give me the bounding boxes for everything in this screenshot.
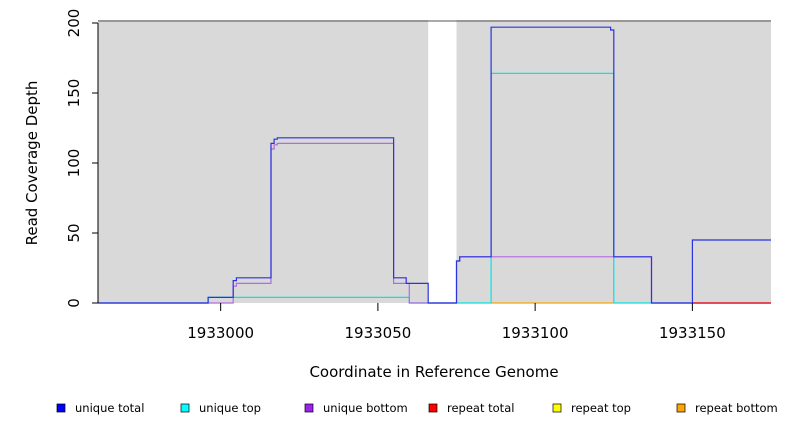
legend-swatch (304, 403, 314, 413)
x-axis-title: Coordinate in Reference Genome (309, 363, 558, 381)
y-tick-label: 150 (65, 79, 83, 108)
x-tick-label: 1933050 (344, 324, 411, 342)
y-ticks: 0 50 100 150 200 (65, 9, 98, 308)
legend-label: unique total (75, 401, 144, 415)
series-lines (98, 26, 771, 304)
x-tick-label: 1933150 (659, 324, 726, 342)
legend-label: repeat total (447, 401, 514, 415)
legend-label: repeat bottom (695, 401, 778, 415)
x-tick-label: 1933000 (187, 324, 254, 342)
legend: unique total unique top unique bottom repea… (56, 401, 778, 415)
x-tick-label: 1933100 (502, 324, 569, 342)
legend-label: repeat top (571, 401, 631, 415)
legend-swatch (56, 403, 66, 413)
y-axis-title: Read Coverage Depth (23, 81, 41, 246)
legend-swatch (428, 403, 438, 413)
legend-label: unique bottom (323, 401, 408, 415)
y-tick-label: 200 (65, 9, 83, 38)
legend-label: unique top (199, 401, 261, 415)
shaded-regions (98, 20, 771, 303)
y-tick-label: 100 (65, 149, 83, 178)
legend-swatch (676, 403, 686, 413)
legend-swatch (552, 403, 562, 413)
x-ticks: 1933000 1933050 1933100 1933150 (187, 303, 726, 342)
shaded-region (98, 20, 429, 303)
y-tick-label: 0 (65, 298, 83, 308)
legend-swatch (180, 403, 190, 413)
y-tick-label: 50 (65, 223, 83, 242)
series-line-unique-total (98, 26, 771, 304)
